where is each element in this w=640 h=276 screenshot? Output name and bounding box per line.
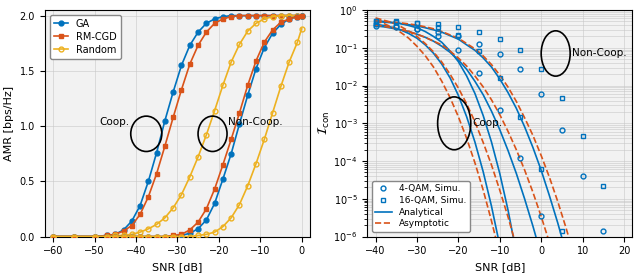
Y-axis label: $\mathcal{I}_{\rm con}$: $\mathcal{I}_{\rm con}$ <box>317 111 332 136</box>
Y-axis label: AMR [bps/Hz]: AMR [bps/Hz] <box>4 86 14 161</box>
Text: Coop.: Coop. <box>473 118 503 128</box>
Text: Non-Coop.: Non-Coop. <box>228 117 283 127</box>
Legend: GA, RM-CGD, Random: GA, RM-CGD, Random <box>50 15 120 59</box>
Text: Coop.: Coop. <box>99 117 129 127</box>
Text: Non-Coop.: Non-Coop. <box>572 49 627 59</box>
X-axis label: SNR [dB]: SNR [dB] <box>475 262 525 272</box>
Legend: 4-QAM, Simu., 16-QAM, Simu., Analytical, Asymptotic: 4-QAM, Simu., 16-QAM, Simu., Analytical,… <box>372 181 470 232</box>
X-axis label: SNR [dB]: SNR [dB] <box>152 262 202 272</box>
